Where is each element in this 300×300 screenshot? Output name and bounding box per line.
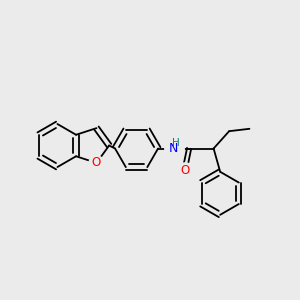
Text: H: H (172, 138, 180, 148)
Text: N: N (169, 142, 178, 155)
Text: O: O (92, 156, 101, 170)
Text: O: O (180, 164, 189, 176)
